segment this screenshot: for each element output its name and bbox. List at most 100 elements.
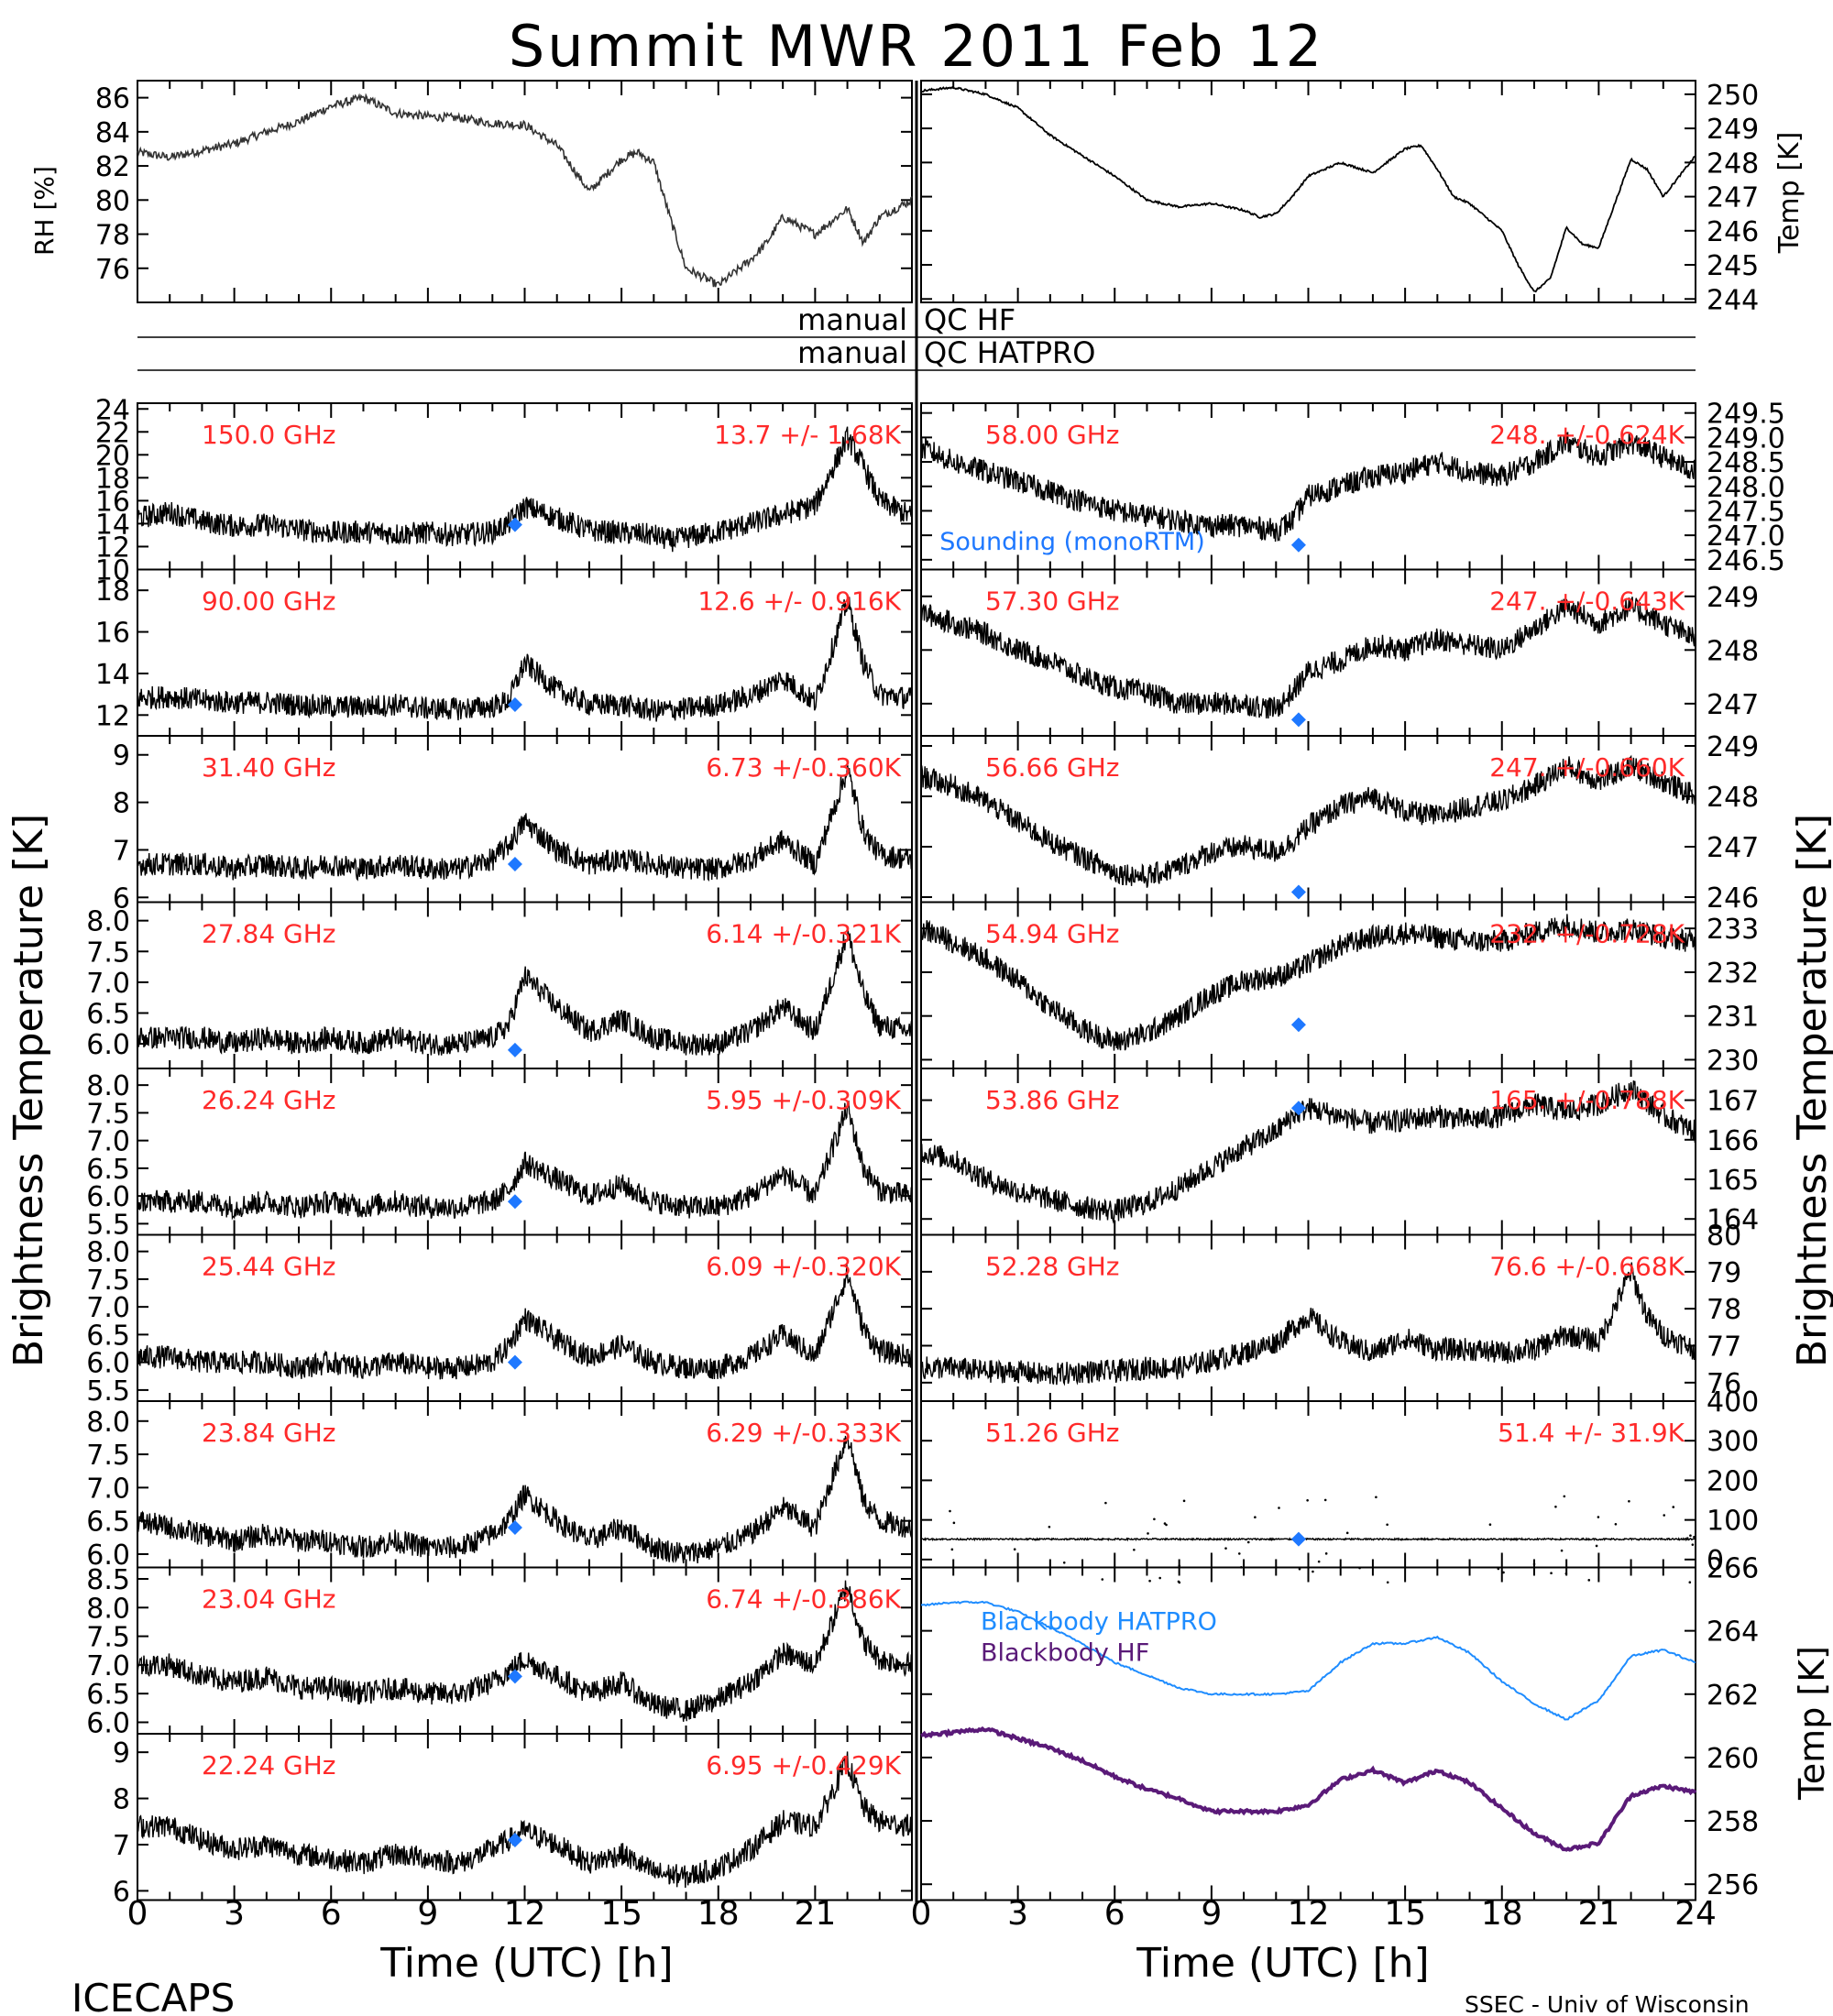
panel-ch53-ytick-label: 167 [1707,1086,1759,1118]
panel-ch51-outlier-point [1554,1505,1557,1508]
panel-ch22-ytick-label: 9 [113,1737,130,1769]
x-tick-label-left: 15 [600,1895,642,1933]
panel-ch90-ytick-label: 18 [95,575,130,608]
temp-panel-ytick-label: 245 [1707,250,1759,282]
panel-ch25-ytick-label: 5.5 [86,1375,130,1408]
right-x-axis-title: Time (UTC) [h] [1136,1940,1429,1987]
right-y-axis-title: Brightness Temperature [K] [1789,814,1833,1367]
panel-ch26-ytick-label: 6.0 [86,1181,130,1213]
x-tick-label-left: 12 [504,1895,546,1933]
panel-ch54-sounding-marker [1290,1017,1306,1033]
panel-ch23_0-ytick-label: 7.0 [86,1650,130,1682]
panel-ch22-sounding-marker [507,1832,522,1847]
panel-ch23_8-stat-label: 6.29 +/-0.333K [706,1418,901,1448]
panel-ch25-ytick-label: 7.0 [86,1292,130,1324]
x-tick-label-right: 6 [1104,1895,1125,1933]
panel-ch25-ytick-label: 7.5 [86,1265,130,1297]
panel-ch58-ytick-label: 247.0 [1707,520,1785,553]
sounding-legend-label: Sounding (monoRTM) [939,528,1204,556]
panel-ch54-ytick-label: 233 [1707,914,1759,946]
panel-ch51-outlier-point [1013,1548,1016,1551]
left-y-axis-title: Brightness Temperature [K] [5,814,52,1367]
panel-ch54: 230 231 232 233 54.94 GHz 232. +/-0.728K [920,901,1759,1077]
panel-ch57-ytick-label: 248 [1707,635,1759,667]
panel-ch51-outlier-point [1298,1567,1301,1571]
x-tick-label-left: 3 [224,1895,245,1933]
panel-ch25-freq-label: 25.44 GHz [202,1252,336,1282]
panel-ch51-outlier-point [1663,1514,1666,1517]
panel-ch23_0-trace [137,1580,913,1722]
bb-legend-hf: Blackbody HF [981,1639,1149,1668]
panel-ch54-ytick-label: 231 [1707,1002,1759,1034]
panel-ch56-freq-label: 56.66 GHz [985,752,1120,783]
panel-ch26-ytick-label: 7.5 [86,1098,130,1130]
panel-ch51-outlier-point [1323,1498,1327,1502]
panel-ch22-ytick-label: 7 [113,1830,130,1862]
panel-ch51-outlier-point [1182,1499,1186,1503]
panel-ch90-freq-label: 90.00 GHz [202,586,336,617]
panel-ch51-outlier-point [1048,1525,1051,1528]
panel-ch90-ytick-label: 12 [95,700,130,732]
panel-ch150-ytick-label: 20 [95,440,130,472]
panel-ch25-stat-label: 6.09 +/-0.320K [706,1252,901,1282]
panel-ch56-ytick-label: 248 [1707,782,1759,814]
panel-ch27-ytick-label: 7.5 [86,937,130,969]
rh-y-axis-title: RH [%] [29,166,60,256]
panel-ch90-ytick-label: 14 [95,659,130,691]
panel-ch90-trace [137,597,913,722]
rh-panel-ytick-label: 86 [95,83,130,115]
bb-panel-ytick-label: 256 [1707,1869,1759,1901]
panel-ch25-ytick-label: 8.0 [86,1237,130,1269]
panel-ch27-ytick-label: 6.0 [86,1029,130,1061]
panel-ch58-ytick-label: 247.5 [1707,496,1785,528]
panel-ch150-ytick-label: 14 [95,509,130,541]
panels: 7678808284862442452462472482492501012141… [86,80,1785,1933]
panel-ch53-stat-label: 165. +/-0.788K [1489,1085,1685,1115]
panel-ch150-freq-label: 150.0 GHz [202,420,336,450]
panel-ch26-trace [137,1101,913,1221]
bb-series-hatpro [921,1600,1696,1721]
panel-ch27-stat-label: 6.14 +/-0.321K [706,919,901,949]
panel-ch27-sounding-marker [507,1042,522,1057]
panel-ch58-ytick-label: 248.5 [1707,447,1785,479]
panel-ch31: 6 7 8 9 31.40 GHz 6.73 +/-0.360K [113,735,913,915]
panel-ch51-outlier-point [1178,1581,1181,1584]
panel-ch150-ytick-label: 24 [95,394,130,426]
panel-ch51-outlier-point [1324,1552,1328,1555]
panel-ch53-ytick-label: 164 [1707,1204,1759,1236]
rh-panel-frame [137,80,913,303]
x-tick-label-left: 18 [697,1895,740,1933]
panel-ch51-outlier-point [1689,1534,1692,1538]
panel-ch22-stat-label: 6.95 +/-0.429K [706,1750,901,1780]
panel-ch51-outlier-point [1237,1552,1241,1555]
temp-y-axis-title: Temp [K] [1773,132,1806,255]
panel-ch51-trace [920,1537,1696,1542]
panel-ch23_8-ytick-label: 6.5 [86,1507,130,1539]
panel-ch25-ytick-label: 6.0 [86,1348,130,1380]
panel-ch53: 164 165 166 167 53.86 GHz 165. +/-0.788K [920,1068,1759,1236]
panel-ch26: 5.56.06.57.07.58.0 26.24 GHz 5.95 +/-0.309… [86,1068,913,1241]
panel-ch51-outlier-point [1317,1560,1321,1563]
footer-right: SSEC - Univ of Wisconsin [1465,1991,1750,2016]
temp-panel-ytick-label: 247 [1707,182,1759,214]
panel-ch51-outlier-point [1158,1576,1161,1580]
panel-ch57-sounding-marker [1290,712,1306,728]
panel-ch51-outlier-point [1148,1579,1151,1583]
panel-ch52-ytick-label: 78 [1707,1294,1741,1326]
bb-panel: 256 258 260 262 264 266 Blackbody HATPROBlackb… [920,1553,1759,1901]
footer-left: ICECAPS [71,1976,235,2016]
x-tick-label-right: 12 [1288,1895,1330,1933]
bb-y-axis-title: Temp [K] [1792,1646,1832,1801]
panel-ch51-outlier-point [1133,1548,1136,1551]
panel-ch51-outlier-point [949,1509,951,1513]
bb-legend-hatpro: Blackbody HATPRO [981,1608,1217,1637]
qc-bars: manual QC HF manual QC HATPRO [137,302,1696,371]
panel-ch52-ytick-label: 79 [1707,1257,1741,1289]
panel-ch23_0-freq-label: 23.04 GHz [202,1584,336,1615]
panel-ch51-outlier-point [1587,1579,1591,1582]
panel-ch58-trace [920,432,1696,542]
panel-ch51-outlier-point [1104,1501,1107,1505]
panel-ch150-ytick-label: 12 [95,531,130,564]
